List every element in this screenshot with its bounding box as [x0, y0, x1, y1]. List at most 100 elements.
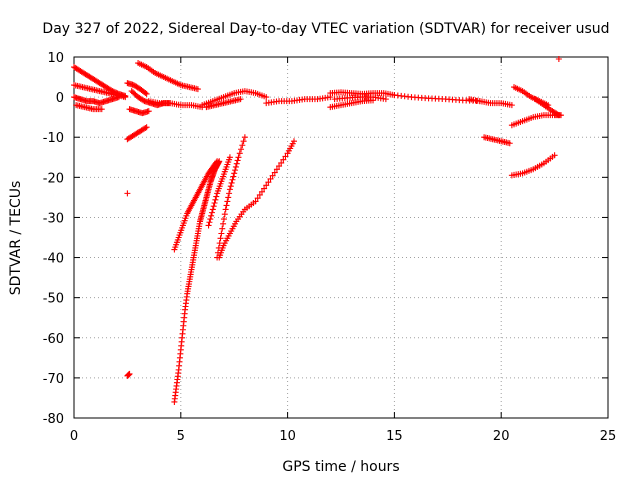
data-point	[142, 89, 149, 96]
data-points	[71, 56, 565, 405]
series-track-d	[73, 102, 105, 113]
series-track-j	[145, 98, 206, 111]
series-track-f	[128, 88, 174, 109]
data-point	[226, 190, 233, 197]
y-tick-label: -30	[43, 211, 64, 226]
data-point	[258, 188, 265, 195]
series-track-c	[71, 94, 122, 107]
data-point	[122, 94, 129, 101]
data-point	[261, 185, 268, 192]
data-point	[228, 179, 235, 186]
data-point	[210, 203, 217, 210]
data-point	[239, 142, 246, 149]
data-point	[209, 206, 216, 213]
data-point	[230, 173, 237, 180]
data-point	[280, 156, 287, 163]
series-dip-2	[171, 158, 221, 253]
data-point	[240, 138, 247, 145]
data-point	[220, 216, 227, 223]
series-track-r	[466, 96, 515, 109]
data-point	[231, 170, 238, 177]
data-point	[143, 90, 150, 97]
data-point	[214, 158, 221, 165]
data-point	[226, 186, 233, 193]
data-point	[278, 159, 285, 166]
series-track-m	[263, 94, 334, 107]
data-point	[213, 193, 220, 200]
y-tick-label: -60	[43, 332, 64, 347]
y-tick-label: -70	[43, 372, 64, 387]
series-track-g	[135, 60, 201, 93]
data-point	[241, 134, 248, 141]
axis-ticks: 0 5 10 15 20 25 10 0 -10 -20 -30 -40 -50 -60 -70 -80	[43, 51, 617, 444]
data-point	[212, 196, 219, 203]
data-point	[218, 230, 225, 237]
data-point	[254, 195, 261, 202]
data-point	[555, 56, 562, 63]
data-point	[223, 202, 230, 209]
data-point	[382, 96, 389, 103]
y-tick-label: -10	[43, 131, 64, 146]
data-point	[263, 94, 270, 101]
data-point	[555, 112, 562, 119]
y-tick-label: -80	[43, 412, 64, 427]
data-point	[213, 159, 220, 166]
y-tick-label: 10	[47, 51, 64, 66]
data-point	[267, 175, 274, 182]
series-track-e	[124, 80, 150, 97]
x-tick-label: 10	[279, 429, 296, 444]
data-point	[269, 172, 276, 179]
data-point	[234, 157, 241, 164]
x-tick-label: 20	[493, 429, 510, 444]
data-point	[271, 169, 278, 176]
series-track-v	[481, 134, 513, 147]
data-point	[282, 153, 289, 160]
data-point	[232, 167, 239, 174]
data-point	[237, 96, 244, 103]
data-point	[229, 176, 236, 183]
data-point	[208, 212, 215, 219]
series-track-u	[532, 96, 562, 119]
data-point	[124, 190, 131, 197]
data-point	[222, 206, 229, 213]
data-point	[145, 108, 152, 115]
y-tick-label: -20	[43, 171, 64, 186]
y-tick-label: -40	[43, 252, 64, 267]
data-point	[216, 240, 223, 247]
x-tick-label: 0	[70, 429, 78, 444]
data-point	[126, 370, 133, 377]
data-point	[263, 182, 270, 189]
data-point	[508, 102, 515, 109]
chart-title: Day 327 of 2022, Sidereal Day-to-day VTE…	[42, 21, 609, 37]
series-dip-5	[216, 138, 298, 261]
y-tick-label: 0	[56, 91, 64, 106]
data-point	[205, 222, 212, 229]
x-tick-label: 15	[386, 429, 403, 444]
series-track-x	[555, 56, 562, 63]
data-point	[208, 209, 215, 216]
data-point	[232, 163, 239, 170]
data-point	[220, 220, 227, 227]
data-point	[143, 124, 150, 131]
grid	[74, 57, 608, 418]
x-tick-label: 5	[177, 429, 185, 444]
data-point	[219, 225, 226, 232]
series-track-l	[203, 96, 244, 111]
data-point	[140, 97, 147, 104]
y-axis-label: SDTVAR / TECUs	[8, 181, 24, 296]
data-point	[224, 198, 231, 205]
series-dip-4	[214, 134, 248, 261]
series-track-p	[331, 94, 389, 103]
data-point	[225, 194, 232, 201]
data-point	[221, 211, 228, 218]
data-point	[217, 235, 224, 242]
plot-frame	[73, 56, 609, 419]
series-track-y	[124, 190, 131, 197]
data-point	[273, 166, 280, 173]
data-point	[226, 154, 233, 161]
data-point	[235, 154, 242, 161]
data-point	[554, 111, 561, 118]
data-point	[142, 124, 149, 131]
data-point	[98, 106, 105, 113]
